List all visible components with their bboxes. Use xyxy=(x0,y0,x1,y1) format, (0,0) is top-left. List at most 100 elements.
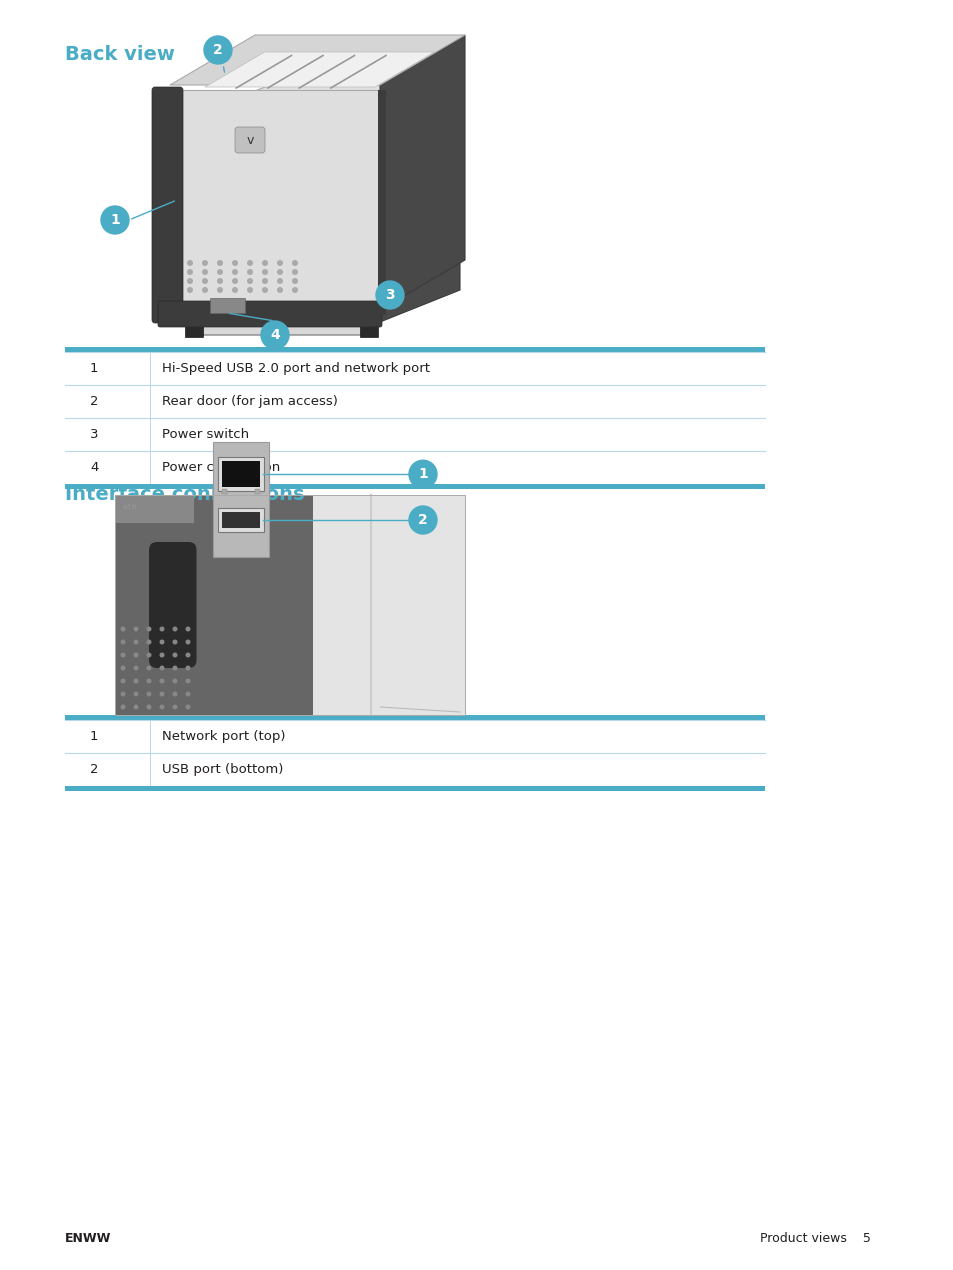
Circle shape xyxy=(159,640,164,644)
Circle shape xyxy=(187,269,193,276)
Bar xyxy=(115,495,464,715)
Circle shape xyxy=(147,640,152,644)
Text: 2: 2 xyxy=(90,763,98,776)
Circle shape xyxy=(120,653,126,658)
Text: Network port (top): Network port (top) xyxy=(162,730,285,743)
Text: Interface connections: Interface connections xyxy=(65,485,304,504)
FancyBboxPatch shape xyxy=(152,88,183,323)
Circle shape xyxy=(202,260,208,265)
Circle shape xyxy=(159,678,164,683)
Circle shape xyxy=(262,278,268,284)
FancyBboxPatch shape xyxy=(217,457,264,491)
Circle shape xyxy=(232,269,237,276)
Circle shape xyxy=(172,653,177,658)
Circle shape xyxy=(247,269,253,276)
Bar xyxy=(313,495,464,715)
Circle shape xyxy=(120,665,126,671)
Circle shape xyxy=(147,665,152,671)
FancyBboxPatch shape xyxy=(190,110,365,335)
Text: ENWW: ENWW xyxy=(65,1232,112,1245)
Circle shape xyxy=(409,505,436,533)
Bar xyxy=(185,325,203,337)
Text: Power connection: Power connection xyxy=(162,461,280,474)
Polygon shape xyxy=(379,36,464,310)
Text: 1: 1 xyxy=(90,362,98,375)
Bar xyxy=(115,495,193,523)
Polygon shape xyxy=(170,36,464,85)
Circle shape xyxy=(261,321,289,349)
Circle shape xyxy=(216,278,223,284)
FancyBboxPatch shape xyxy=(234,127,265,152)
Circle shape xyxy=(172,705,177,710)
Bar xyxy=(115,495,313,715)
Text: 1: 1 xyxy=(90,730,98,743)
Text: 2: 2 xyxy=(417,513,428,527)
Circle shape xyxy=(159,705,164,710)
Circle shape xyxy=(276,278,283,284)
Circle shape xyxy=(159,665,164,671)
Circle shape xyxy=(187,278,193,284)
Circle shape xyxy=(133,665,138,671)
Circle shape xyxy=(172,691,177,696)
Bar xyxy=(65,715,764,720)
Circle shape xyxy=(159,691,164,696)
Text: 3: 3 xyxy=(90,428,98,441)
Polygon shape xyxy=(205,52,434,88)
Bar xyxy=(221,489,227,494)
Text: 3: 3 xyxy=(385,288,395,302)
Circle shape xyxy=(247,287,253,293)
Circle shape xyxy=(120,626,126,631)
Circle shape xyxy=(262,260,268,265)
Circle shape xyxy=(216,269,223,276)
Circle shape xyxy=(185,678,191,683)
Circle shape xyxy=(133,653,138,658)
Circle shape xyxy=(262,269,268,276)
Circle shape xyxy=(185,626,191,631)
Text: a↑b: a↑b xyxy=(123,504,137,511)
Text: Rear door (for jam access): Rear door (for jam access) xyxy=(162,395,337,408)
Text: Hi-Speed USB 2.0 port and network port: Hi-Speed USB 2.0 port and network port xyxy=(162,362,430,375)
Circle shape xyxy=(202,287,208,293)
Circle shape xyxy=(147,626,152,631)
Circle shape xyxy=(185,665,191,671)
Circle shape xyxy=(133,626,138,631)
Circle shape xyxy=(247,260,253,265)
Circle shape xyxy=(409,460,436,488)
Circle shape xyxy=(292,278,297,284)
Circle shape xyxy=(147,653,152,658)
Text: 2: 2 xyxy=(90,395,98,408)
Bar xyxy=(255,489,260,494)
FancyBboxPatch shape xyxy=(158,301,381,326)
Circle shape xyxy=(172,678,177,683)
Circle shape xyxy=(120,678,126,683)
Circle shape xyxy=(185,640,191,644)
Circle shape xyxy=(185,705,191,710)
Text: Product views    5: Product views 5 xyxy=(760,1232,870,1245)
Circle shape xyxy=(133,640,138,644)
Circle shape xyxy=(232,278,237,284)
Circle shape xyxy=(187,287,193,293)
Text: 4: 4 xyxy=(270,328,279,342)
Bar xyxy=(359,325,377,337)
Polygon shape xyxy=(359,75,459,330)
Circle shape xyxy=(202,269,208,276)
Circle shape xyxy=(120,691,126,696)
Text: USB port (bottom): USB port (bottom) xyxy=(162,763,283,776)
Circle shape xyxy=(216,260,223,265)
Circle shape xyxy=(133,691,138,696)
Circle shape xyxy=(276,269,283,276)
Circle shape xyxy=(202,278,208,284)
Circle shape xyxy=(185,691,191,696)
Circle shape xyxy=(262,287,268,293)
Circle shape xyxy=(247,278,253,284)
Text: v: v xyxy=(246,133,253,146)
Bar xyxy=(65,786,764,791)
Circle shape xyxy=(375,281,403,309)
Bar xyxy=(213,442,269,556)
Text: 4: 4 xyxy=(90,461,98,474)
Circle shape xyxy=(101,206,129,234)
Circle shape xyxy=(292,287,297,293)
Circle shape xyxy=(133,705,138,710)
Bar xyxy=(174,90,379,315)
Circle shape xyxy=(292,260,297,265)
